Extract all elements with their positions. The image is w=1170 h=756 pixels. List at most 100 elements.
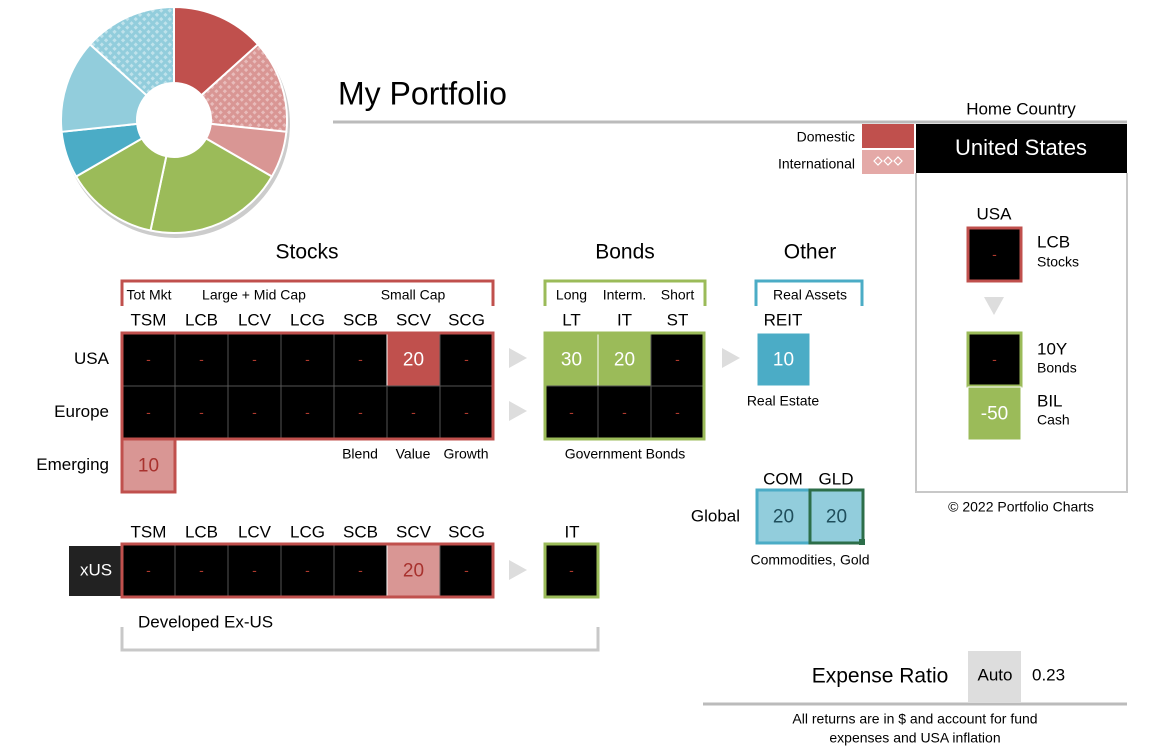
group-bracket — [120, 627, 600, 652]
cell-value[interactable]: - — [146, 562, 151, 578]
cell-value[interactable]: - — [252, 404, 257, 420]
cell-value[interactable]: 10 — [138, 456, 159, 477]
group-note: Real Estate — [747, 393, 820, 409]
allocation-cell[interactable] — [174, 543, 229, 598]
column-header: GLD — [819, 469, 854, 488]
cell-value[interactable]: - — [569, 404, 574, 420]
cell-value[interactable]: - — [199, 351, 204, 367]
allocation-cell[interactable] — [227, 332, 282, 387]
home-country-box[interactable] — [916, 124, 1127, 173]
allocation-donut — [60, 5, 290, 238]
cell-value[interactable]: - — [992, 351, 997, 367]
allocation-cell[interactable] — [597, 332, 652, 387]
allocation-cell[interactable] — [121, 385, 176, 440]
cell-value[interactable]: - — [358, 351, 363, 367]
cell-value[interactable]: 20 — [826, 507, 847, 528]
cell-value[interactable]: - — [305, 562, 310, 578]
column-header: TSM — [131, 522, 167, 541]
legend-international: International — [778, 156, 855, 172]
cell-value[interactable]: 20 — [403, 350, 424, 371]
mode-button[interactable] — [968, 651, 1021, 702]
cell-value[interactable]: - — [199, 404, 204, 420]
arrow — [984, 297, 1004, 315]
cell-value[interactable]: - — [622, 404, 627, 420]
group-border — [966, 331, 1023, 388]
column-header: LT — [562, 310, 581, 329]
group-border — [966, 226, 1023, 283]
group-note: Developed Ex-US — [138, 612, 273, 631]
legend-swatch — [862, 124, 914, 148]
column-header: ST — [667, 310, 689, 329]
xus-label: xUS — [80, 560, 112, 579]
cell-value[interactable]: 10 — [773, 350, 794, 371]
expense-label: Expense Ratio — [812, 665, 949, 688]
column-header: TSM — [131, 310, 167, 329]
allocation-cell[interactable] — [439, 543, 494, 598]
allocation-cell[interactable] — [333, 543, 388, 598]
cell-value[interactable]: - — [199, 562, 204, 578]
group-label: Tot Mkt — [126, 287, 171, 303]
cell-value[interactable]: - — [675, 404, 680, 420]
cell-value[interactable]: - — [305, 404, 310, 420]
legend-swatch — [862, 150, 914, 174]
row-label: USA — [74, 349, 110, 368]
sidebar-frame — [915, 173, 1128, 493]
cell-value[interactable]: - — [464, 562, 469, 578]
allocation-cell[interactable] — [967, 386, 1022, 441]
ticker: 10Y — [1037, 339, 1067, 358]
legend-domestic: Domestic — [797, 129, 855, 145]
allocation-cell[interactable] — [439, 332, 494, 387]
cell-value[interactable]: - — [252, 351, 257, 367]
ticker-label: Cash — [1037, 412, 1070, 428]
cell-value[interactable]: 20 — [614, 350, 635, 371]
expense-value: 0.23 — [1032, 665, 1065, 684]
group-border — [120, 331, 495, 441]
column-header: REIT — [764, 310, 803, 329]
allocation-cell[interactable] — [439, 385, 494, 440]
cell-value[interactable]: - — [252, 562, 257, 578]
cell-value[interactable]: - — [146, 351, 151, 367]
column-header: IT — [564, 522, 579, 541]
allocation-cell[interactable] — [756, 332, 811, 387]
column-header: LCV — [238, 310, 272, 329]
group-note: Commodities, Gold — [750, 552, 869, 568]
cell-value[interactable]: - — [146, 404, 151, 420]
allocation-cell[interactable] — [386, 332, 441, 387]
cell-value[interactable]: -50 — [981, 404, 1008, 425]
cell-value[interactable]: - — [464, 351, 469, 367]
arrow — [509, 560, 527, 580]
cell-value[interactable]: - — [358, 562, 363, 578]
cell-value[interactable]: 30 — [561, 350, 582, 371]
cell-value[interactable]: - — [411, 404, 416, 420]
group-label: Short — [661, 287, 695, 303]
home-country-value[interactable]: United States — [955, 135, 1087, 160]
column-header: SCB — [343, 310, 378, 329]
group-border — [543, 542, 600, 599]
cell-value[interactable]: 20 — [773, 507, 794, 528]
allocation-cell[interactable] — [333, 385, 388, 440]
ticker: BIL — [1037, 391, 1063, 410]
cell-value[interactable]: - — [569, 562, 574, 578]
cell-value[interactable]: - — [464, 404, 469, 420]
allocation-cell[interactable] — [967, 332, 1022, 387]
row-label: Emerging — [36, 455, 109, 474]
cell-value[interactable]: 20 — [403, 561, 424, 582]
cell-value[interactable]: - — [305, 351, 310, 367]
region-label: USA — [977, 204, 1013, 223]
cell-value[interactable]: - — [358, 404, 363, 420]
cell-value[interactable]: - — [992, 246, 997, 262]
mode-label: Auto — [978, 665, 1013, 684]
group-label: Small Cap — [381, 287, 446, 303]
legend-pattern — [873, 156, 903, 166]
cell-value[interactable]: - — [675, 351, 680, 367]
ticker-label: Stocks — [1037, 254, 1079, 270]
section-heading: Other — [784, 241, 837, 264]
column-header: LCG — [290, 522, 325, 541]
column-header: SCV — [396, 310, 432, 329]
group-bracket — [120, 279, 495, 306]
row-label: Global — [691, 506, 740, 525]
arrow — [722, 348, 740, 368]
column-header: LCB — [185, 522, 218, 541]
allocation-cell[interactable] — [386, 385, 441, 440]
